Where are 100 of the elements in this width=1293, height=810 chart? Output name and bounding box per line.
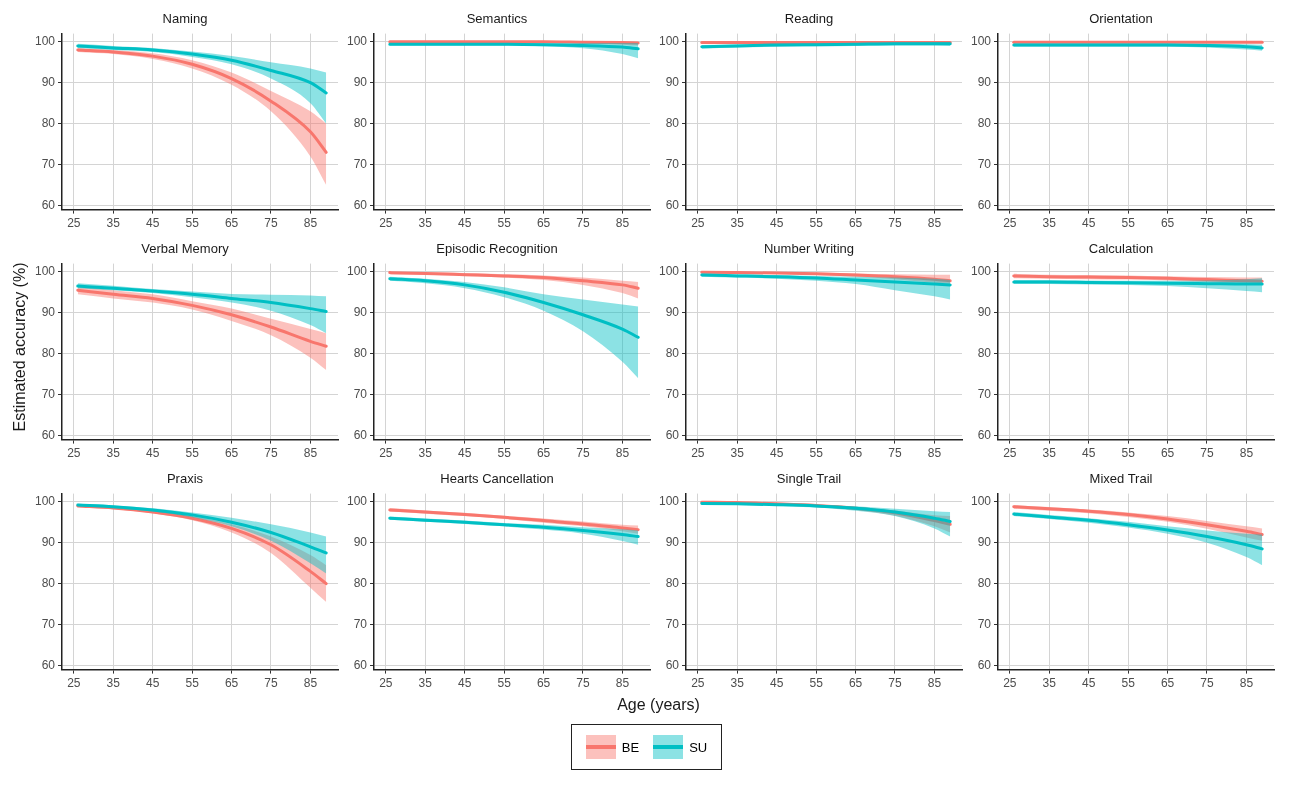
x-tick-label: 55 — [497, 446, 512, 461]
x-tick-label: 55 — [809, 446, 824, 461]
chart-title: Semantics — [466, 11, 528, 27]
x-tick-label: 75 — [264, 446, 278, 461]
x-tick-label: 45 — [770, 216, 784, 231]
x-tick-label: 55 — [497, 216, 512, 231]
x-tick-label: 35 — [106, 446, 121, 461]
x-tick-label: 55 — [185, 676, 200, 691]
x-tick-label: 55 — [809, 676, 824, 691]
y-tick-label: 70 — [977, 386, 992, 401]
x-tick-label: 25 — [691, 446, 705, 461]
x-tick-label: 85 — [303, 676, 318, 691]
x-tick-label: 55 — [497, 676, 512, 691]
y-tick-label: 100 — [658, 264, 680, 279]
x-tick-label: 25 — [1003, 676, 1017, 691]
y-tick-label: 70 — [41, 616, 56, 631]
legend-label: BE — [621, 739, 640, 755]
y-tick-label: 90 — [353, 305, 368, 320]
y-tick-label: 70 — [665, 386, 680, 401]
y-tick-label: 60 — [665, 427, 680, 442]
x-tick-label: 65 — [536, 676, 551, 691]
x-tick-label: 55 — [809, 216, 824, 231]
y-tick-label: 60 — [353, 197, 368, 212]
y-tick-label: 80 — [41, 575, 56, 590]
x-tick-label: 25 — [67, 446, 81, 461]
x-tick-label: 55 — [1121, 676, 1136, 691]
y-tick-label: 100 — [970, 494, 992, 509]
y-tick-label: 70 — [41, 386, 56, 401]
x-tick-label: 45 — [146, 676, 160, 691]
y-tick-label: 70 — [353, 616, 368, 631]
y-tick-label: 100 — [658, 494, 680, 509]
x-tick-label: 85 — [1239, 676, 1254, 691]
x-tick-label: 55 — [1121, 446, 1136, 461]
y-tick-label: 80 — [977, 115, 992, 130]
x-tick-label: 35 — [106, 216, 121, 231]
x-tick-label: 35 — [1042, 676, 1057, 691]
x-tick-label: 45 — [1082, 216, 1096, 231]
y-tick-label: 70 — [353, 156, 368, 171]
x-tick-label: 85 — [927, 676, 942, 691]
x-tick-label: 85 — [615, 216, 630, 231]
y-tick-label: 60 — [665, 657, 680, 672]
x-tick-label: 25 — [67, 216, 81, 231]
x-tick-label: 65 — [224, 446, 239, 461]
x-tick-label: 25 — [691, 676, 705, 691]
y-tick-label: 90 — [977, 535, 992, 550]
y-tick-label: 70 — [41, 156, 56, 171]
y-tick-label: 80 — [977, 345, 992, 360]
x-tick-label: 65 — [536, 216, 551, 231]
y-tick-label: 100 — [658, 34, 680, 49]
y-tick-label: 70 — [353, 386, 368, 401]
y-tick-label: 60 — [665, 197, 680, 212]
x-tick-label: 85 — [615, 676, 630, 691]
x-tick-label: 75 — [264, 676, 278, 691]
x-tick-label: 75 — [576, 676, 590, 691]
x-tick-label: 75 — [1200, 216, 1214, 231]
y-axis-title: Estimated accuracy (%) — [11, 262, 29, 432]
x-tick-label: 75 — [264, 216, 278, 231]
y-tick-label: 70 — [665, 156, 680, 171]
y-tick-label: 70 — [977, 616, 992, 631]
x-tick-label: 45 — [458, 676, 472, 691]
x-tick-label: 45 — [458, 216, 472, 231]
x-tick-label: 35 — [106, 676, 121, 691]
x-tick-label: 65 — [1160, 676, 1175, 691]
x-tick-label: 35 — [418, 216, 433, 231]
x-tick-label: 75 — [576, 216, 590, 231]
y-tick-label: 60 — [977, 197, 992, 212]
x-tick-label: 25 — [379, 676, 393, 691]
x-tick-label: 75 — [888, 446, 902, 461]
y-tick-label: 60 — [353, 427, 368, 442]
y-tick-label: 90 — [665, 75, 680, 90]
chart-title: Verbal Memory — [141, 241, 230, 257]
y-tick-label: 90 — [41, 305, 56, 320]
y-tick-label: 70 — [977, 156, 992, 171]
x-tick-label: 65 — [848, 676, 863, 691]
y-tick-label: 100 — [970, 34, 992, 49]
y-tick-label: 90 — [41, 75, 56, 90]
x-tick-label: 55 — [185, 446, 200, 461]
y-tick-label: 90 — [353, 75, 368, 90]
y-tick-label: 80 — [353, 115, 368, 130]
y-tick-label: 80 — [41, 115, 56, 130]
x-tick-label: 85 — [1239, 446, 1254, 461]
x-tick-label: 85 — [927, 446, 942, 461]
x-tick-label: 55 — [1121, 216, 1136, 231]
x-tick-label: 45 — [770, 676, 784, 691]
x-tick-label: 25 — [67, 676, 81, 691]
x-tick-label: 25 — [379, 216, 393, 231]
chart-title: Mixed Trail — [1089, 471, 1153, 487]
y-tick-label: 100 — [346, 34, 368, 49]
chart-title: Calculation — [1088, 241, 1154, 257]
y-tick-label: 80 — [41, 345, 56, 360]
x-tick-label: 25 — [1003, 446, 1017, 461]
x-tick-label: 85 — [1239, 216, 1254, 231]
chart-title: Single Trail — [776, 471, 842, 487]
y-tick-label: 90 — [41, 535, 56, 550]
x-tick-label: 25 — [1003, 216, 1017, 231]
x-tick-label: 25 — [691, 216, 705, 231]
y-tick-label: 60 — [41, 657, 56, 672]
y-tick-label: 80 — [977, 575, 992, 590]
y-tick-label: 100 — [34, 494, 56, 509]
y-tick-label: 70 — [665, 616, 680, 631]
